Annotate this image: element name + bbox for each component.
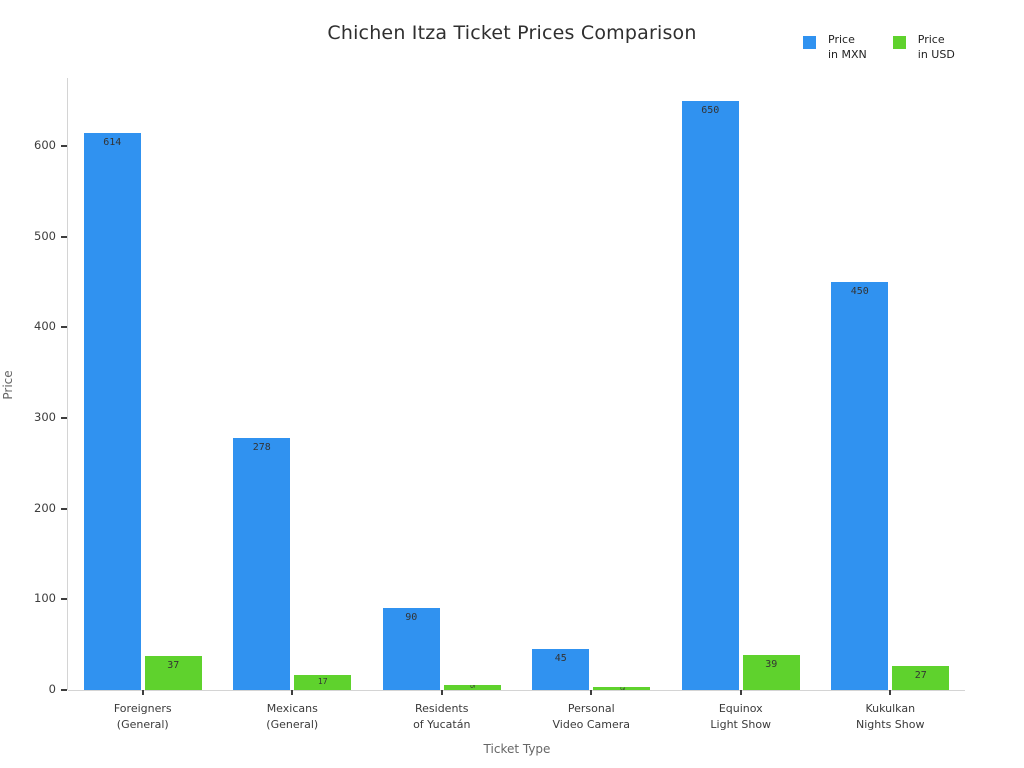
legend: Price in MXN Price in USD (803, 33, 955, 63)
y-tick-label: 400 (34, 319, 56, 334)
x-tick (590, 690, 593, 695)
bar-value-label: 39 (765, 658, 778, 670)
x-tick-label: Kukulkan Nights Show (856, 702, 925, 731)
y-tick (61, 417, 67, 419)
legend-item-mxn: Price in MXN (803, 33, 867, 63)
x-tick-label: Equinox Light Show (710, 702, 772, 731)
x-axis-title: Ticket Type (483, 742, 551, 756)
x-tick-label: Residents of Yucatán (413, 702, 471, 731)
bar-value-label: 650 (701, 104, 720, 116)
bar-usd (892, 665, 950, 690)
y-tick-label: 200 (34, 500, 56, 515)
legend-swatch-mxn-icon (803, 36, 816, 49)
bar-value-label: 3 (618, 686, 626, 691)
bar-usd (593, 687, 651, 690)
y-tick-label: 0 (48, 682, 56, 696)
y-tick (61, 145, 67, 147)
x-tick (889, 690, 892, 695)
bar-mxn (83, 133, 141, 690)
legend-item-usd: Price in USD (892, 33, 955, 63)
legend-label-usd: Price in USD (917, 33, 955, 61)
bar-value-label: 27 (914, 669, 927, 681)
y-tick-label: 600 (34, 138, 56, 152)
bar-value-label: 5 (468, 685, 476, 689)
x-tick (440, 690, 443, 695)
bar-mxn (532, 649, 590, 690)
x-tick-label: Foreigners (General) (113, 702, 172, 731)
y-tick (61, 235, 67, 238)
x-axis-spine (68, 690, 965, 691)
bar-value-label: 17 (317, 677, 328, 687)
bar-usd (443, 685, 501, 690)
y-tick (61, 507, 67, 510)
bar-value-label: 614 (103, 137, 122, 149)
legend-label-mxn: Price in MXN (828, 33, 867, 61)
x-tick (141, 690, 144, 695)
y-tick (61, 326, 67, 329)
bar-mxn (831, 282, 889, 690)
y-tick-label: 100 (34, 591, 56, 606)
bar-value-label: 37 (167, 660, 180, 672)
bar-value-label: 45 (554, 653, 567, 665)
bar-usd (144, 656, 202, 690)
bar-usd (294, 674, 352, 690)
x-tick-label: Personal Video Camera (552, 702, 630, 731)
x-tick (739, 690, 742, 695)
x-tick-label: Mexicans (General) (266, 702, 319, 731)
bar-mxn (233, 437, 291, 690)
legend-swatch-usd-icon (892, 36, 906, 49)
bar-usd (742, 654, 800, 690)
y-tick (61, 689, 67, 691)
chart-title: Chichen Itza Ticket Prices Comparison (327, 22, 697, 44)
y-axis-spine (67, 78, 68, 690)
bar-value-label: 278 (252, 441, 271, 453)
bar-mxn (681, 100, 739, 690)
bar-value-label: 90 (405, 612, 418, 624)
y-tick-label: 300 (34, 410, 56, 424)
bar-mxn (382, 608, 440, 690)
y-axis-title: Price (1, 370, 15, 400)
bar-value-label: 450 (850, 286, 869, 297)
y-tick (61, 598, 67, 601)
x-tick (291, 690, 294, 695)
y-tick-label: 500 (34, 228, 56, 243)
